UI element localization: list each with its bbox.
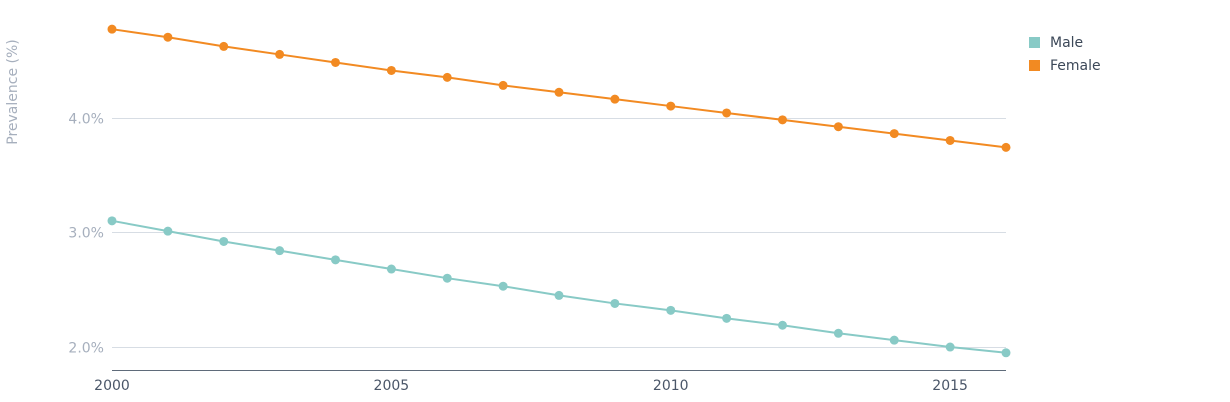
data-point-male[interactable]: [889, 335, 899, 345]
legend-label-female[interactable]: Female: [1050, 58, 1101, 74]
data-point-male[interactable]: [442, 273, 452, 283]
data-point-female[interactable]: [554, 87, 564, 97]
x-tick-label: 2010: [653, 378, 689, 394]
data-point-male[interactable]: [386, 264, 396, 274]
gridlines: [112, 118, 1006, 348]
data-point-male[interactable]: [722, 313, 732, 323]
data-point-female[interactable]: [275, 49, 285, 59]
data-point-male[interactable]: [107, 216, 117, 226]
data-point-female[interactable]: [331, 57, 340, 67]
data-point-male[interactable]: [331, 255, 340, 265]
data-point-male[interactable]: [833, 328, 843, 338]
data-point-female[interactable]: [163, 32, 173, 42]
data-point-female[interactable]: [219, 41, 229, 51]
data-point-male[interactable]: [163, 226, 173, 236]
data-point-female[interactable]: [498, 80, 508, 90]
x-tick-label: 2015: [932, 378, 968, 394]
data-point-female[interactable]: [386, 65, 396, 75]
y-axis-label: Prevalence (%): [5, 39, 21, 145]
data-point-male[interactable]: [610, 298, 620, 308]
y-tick-label: 4.0%: [68, 112, 104, 128]
data-point-female[interactable]: [1001, 142, 1011, 152]
data-point-female[interactable]: [442, 72, 452, 82]
data-point-male[interactable]: [778, 320, 787, 330]
y-tick-label: 2.0%: [68, 341, 104, 357]
data-point-male[interactable]: [219, 236, 229, 246]
x-tick-label: 2005: [374, 378, 410, 394]
data-point-male[interactable]: [275, 246, 285, 256]
x-tick-label: 2000: [94, 378, 130, 394]
data-point-male[interactable]: [498, 281, 508, 291]
data-point-female[interactable]: [889, 129, 899, 139]
data-point-male[interactable]: [666, 305, 676, 315]
series-line-male: [111, 219, 1007, 354]
legend-swatch-male: [1029, 37, 1040, 48]
data-point-female[interactable]: [107, 24, 117, 34]
legend: Male Female: [1029, 35, 1101, 74]
series: [107, 24, 1011, 358]
y-tick-label: 3.0%: [68, 226, 104, 242]
data-point-female[interactable]: [666, 101, 676, 111]
legend-swatch-female: [1029, 60, 1040, 71]
data-point-female[interactable]: [610, 94, 620, 104]
axes: 2.0% 3.0% 4.0% 2000 2005 2010 2015: [68, 112, 1006, 394]
data-point-female[interactable]: [778, 115, 787, 125]
data-point-female[interactable]: [945, 135, 955, 145]
legend-label-male[interactable]: Male: [1050, 35, 1083, 51]
data-point-female[interactable]: [722, 108, 732, 118]
data-point-male[interactable]: [1001, 348, 1011, 358]
data-point-male[interactable]: [554, 290, 564, 300]
data-point-male[interactable]: [945, 342, 955, 352]
data-point-female[interactable]: [833, 122, 843, 132]
